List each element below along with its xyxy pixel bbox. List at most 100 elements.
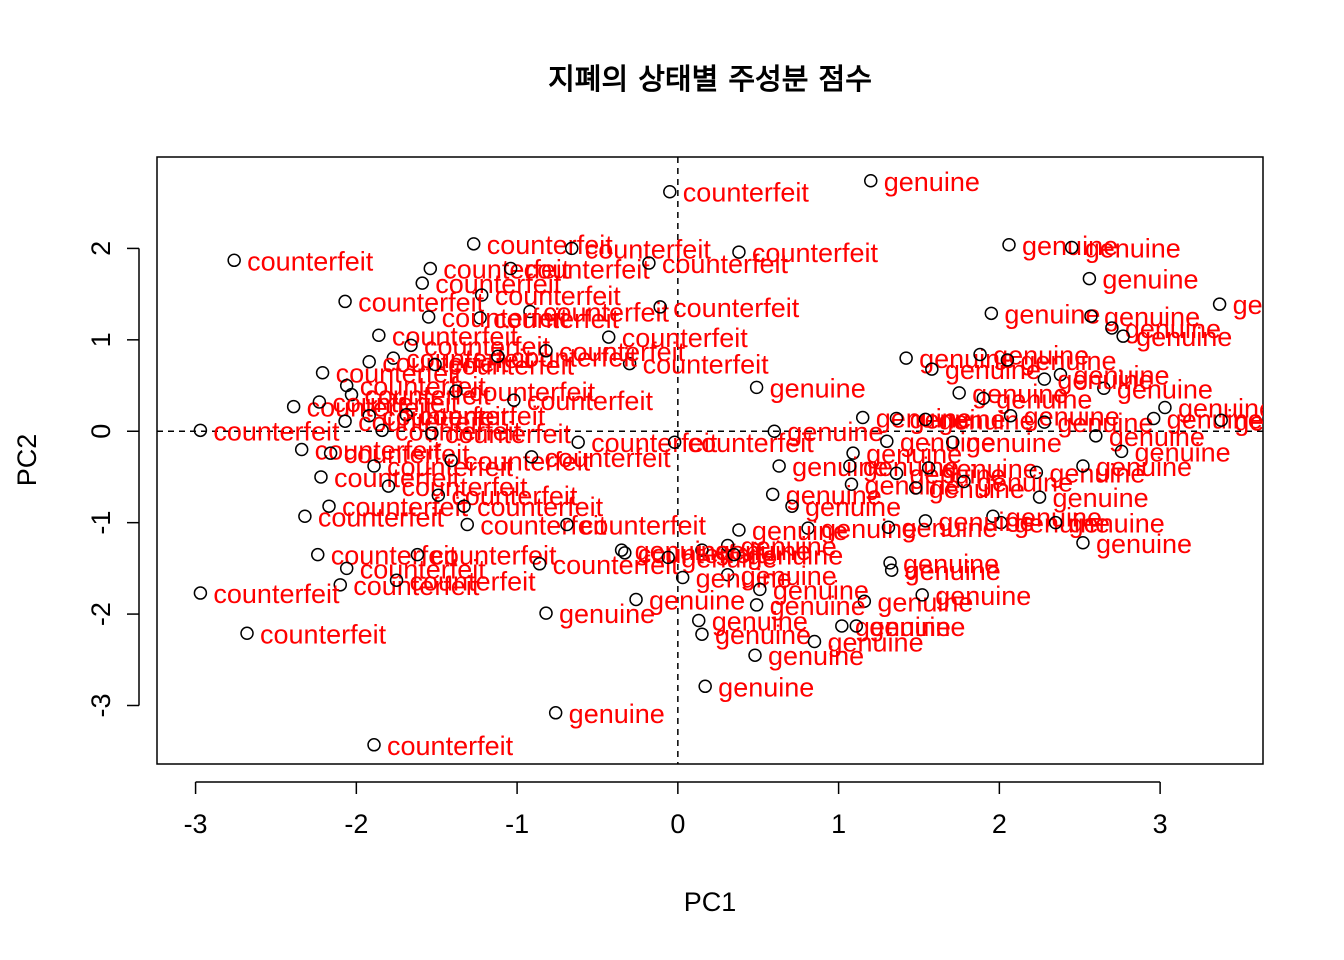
point-label-counterfeit: counterfeit — [445, 419, 572, 449]
data-point-counterfeit — [286, 399, 301, 414]
data-point-genuine — [748, 648, 762, 662]
data-point-genuine — [675, 570, 690, 585]
data-point-counterfeit — [523, 304, 537, 319]
point-label-genuine: genuine — [877, 587, 973, 617]
data-point-genuine — [749, 380, 764, 395]
point-label-genuine: genuine — [1233, 290, 1329, 320]
data-point-genuine — [909, 481, 923, 495]
data-point-genuine — [1082, 271, 1097, 286]
point-label-counterfeit: counterfeit — [358, 407, 485, 437]
data-point-genuine — [994, 515, 1008, 530]
point-label-counterfeit: counterfeit — [524, 255, 651, 285]
point-label-genuine: genuine — [901, 513, 997, 543]
point-label-counterfeit: counterfeit — [495, 281, 622, 311]
data-point-counterfeit — [399, 408, 413, 422]
point-label-counterfeit: counterfeit — [622, 323, 749, 353]
point-label-genuine: genuine — [792, 452, 888, 482]
data-point-genuine — [918, 514, 933, 528]
point-label-genuine: genuine — [966, 428, 1062, 458]
y-tick-label: -2 — [86, 602, 116, 626]
point-label-counterfeit: counterfeit — [493, 304, 620, 334]
point-label-genuine: genuine — [718, 672, 814, 702]
data-point-counterfeit — [428, 357, 442, 372]
data-point-genuine — [957, 474, 971, 489]
point-label-genuine: genuine — [1096, 452, 1192, 482]
data-point-counterfeit — [333, 578, 348, 592]
data-point-genuine — [801, 521, 815, 535]
data-point-genuine — [753, 582, 767, 597]
data-point-counterfeit — [344, 387, 359, 402]
data-point-counterfeit — [311, 547, 325, 562]
data-point-counterfeit — [642, 256, 656, 270]
data-point-genuine — [881, 520, 896, 534]
point-label-genuine: genuine — [1234, 406, 1330, 436]
y-tick-label: -3 — [86, 693, 116, 717]
point-label-counterfeit: counterfeit — [480, 510, 607, 540]
point-label-genuine: genuine — [1053, 483, 1149, 513]
y-tick-label: -1 — [86, 511, 116, 535]
point-label-genuine: genuine — [900, 427, 996, 457]
data-point-counterfeit — [431, 488, 446, 502]
data-point-genuine — [973, 347, 987, 362]
data-point-genuine — [1116, 329, 1130, 343]
point-label-genuine: genuine — [786, 480, 882, 510]
data-point-counterfeit — [323, 446, 338, 460]
point-label-genuine: genuine — [787, 417, 883, 447]
data-point-counterfeit — [410, 547, 425, 562]
data-point-counterfeit — [315, 365, 330, 380]
data-point-counterfeit — [444, 453, 458, 468]
data-point-counterfeit — [386, 351, 401, 365]
point-label-genuine: genuine — [1020, 346, 1116, 376]
point-label-genuine: genuine — [1102, 265, 1198, 295]
data-point-counterfeit — [507, 393, 521, 407]
data-point-genuine — [843, 459, 857, 473]
point-label-counterfeit: counterfeit — [382, 402, 509, 432]
point-label-counterfeit: counterfeit — [442, 303, 569, 333]
point-label-genuine: genuine — [909, 459, 1005, 489]
data-point-counterfeit — [367, 459, 381, 473]
data-point-genuine — [880, 434, 894, 449]
data-point-genuine — [772, 459, 786, 473]
point-label-genuine: genuine — [1004, 299, 1100, 329]
point-label-genuine: genuine — [1022, 231, 1118, 261]
data-point-genuine — [1000, 353, 1015, 367]
data-point-genuine — [767, 424, 782, 438]
point-label-genuine: genuine — [1104, 302, 1200, 332]
data-point-counterfeit — [560, 517, 574, 532]
point-label-counterfeit: counterfeit — [213, 579, 340, 609]
point-label-genuine: genuine — [938, 405, 1034, 435]
data-point-counterfeit — [532, 557, 547, 571]
data-point-genuine — [1003, 408, 1018, 423]
point-label-counterfeit: counterfeit — [419, 401, 546, 431]
point-label-counterfeit: counterfeit — [410, 566, 537, 596]
data-point-counterfeit — [421, 310, 436, 324]
data-point-counterfeit — [375, 423, 389, 438]
data-point-genuine — [1212, 297, 1227, 311]
data-point-counterfeit — [732, 245, 746, 259]
point-label-genuine: genuine — [864, 470, 960, 500]
point-label-genuine: genuine — [1178, 393, 1274, 423]
x-axis: -3 -2 -1 0 1 2 3 — [184, 781, 1168, 839]
data-point-counterfeit — [381, 479, 396, 493]
point-label-counterfeit: counterfeit — [401, 472, 528, 502]
data-point-genuine — [925, 362, 939, 376]
data-point-counterfeit — [539, 344, 553, 358]
point-label-genuine: genuine — [919, 344, 1015, 374]
point-label-counterfeit: counterfeit — [545, 443, 672, 473]
data-points: counterfeitcounterfeitcounterfeitcounter… — [193, 167, 1330, 761]
data-point-genuine — [1053, 367, 1068, 382]
data-point-counterfeit — [193, 586, 208, 600]
point-label-genuine: genuine — [938, 507, 1034, 537]
data-point-counterfeit — [240, 626, 254, 641]
data-point-genuine — [1002, 238, 1016, 252]
data-point-genuine — [976, 391, 991, 406]
point-label-genuine: genuine — [1117, 374, 1213, 404]
point-label-counterfeit: counterfeit — [260, 619, 387, 649]
data-point-genuine — [661, 550, 675, 565]
point-label-counterfeit: counterfeit — [543, 297, 670, 327]
point-label-genuine: genuine — [559, 599, 655, 629]
data-point-genuine — [698, 679, 712, 694]
point-label-genuine: genuine — [773, 575, 869, 605]
